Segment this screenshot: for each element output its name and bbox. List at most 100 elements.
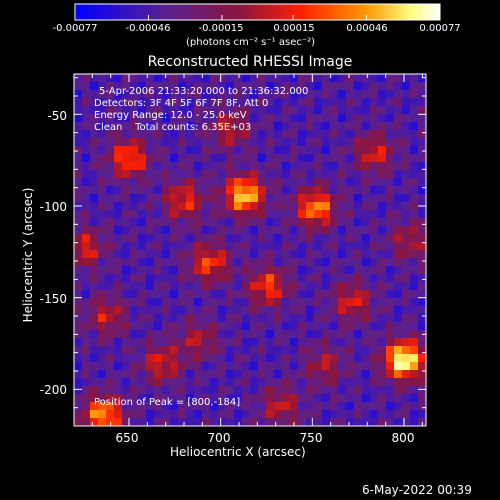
heatmap-cell [154, 298, 163, 307]
heatmap-cell [386, 226, 395, 235]
heatmap-cell [266, 258, 275, 267]
heatmap-cell [186, 82, 195, 91]
heatmap-cell [242, 114, 251, 123]
heatmap-cell [210, 218, 219, 227]
heatmap-cell [274, 98, 283, 107]
heatmap-cell [258, 122, 267, 131]
heatmap-cell [322, 386, 331, 395]
heatmap-cell [218, 330, 227, 339]
heatmap-cell [114, 362, 123, 371]
heatmap-cell [258, 314, 267, 323]
heatmap-cell [250, 234, 259, 243]
heatmap-cell [178, 194, 187, 203]
heatmap-cell [338, 98, 347, 107]
heatmap-cell [154, 154, 163, 163]
heatmap-cell [314, 146, 323, 155]
heatmap-cell [226, 242, 235, 251]
heatmap-cell [122, 266, 131, 275]
heatmap-cell [410, 130, 419, 139]
heatmap-cell [418, 298, 427, 307]
heatmap-cell [98, 394, 107, 403]
heatmap-cell [306, 346, 315, 355]
heatmap-cell [282, 162, 291, 171]
heatmap-cell [74, 298, 83, 307]
heatmap-cell [290, 338, 299, 347]
heatmap-cell [410, 418, 419, 427]
heatmap-cell [410, 202, 419, 211]
heatmap-cell [266, 114, 275, 123]
heatmap-cell [242, 210, 251, 219]
heatmap-cell [394, 410, 403, 419]
heatmap-cell [394, 418, 403, 427]
heatmap-cell [210, 266, 219, 275]
heatmap-cell [186, 122, 195, 131]
heatmap-cell [250, 122, 259, 131]
heatmap-cell [266, 346, 275, 355]
heatmap-cell [98, 226, 107, 235]
heatmap-cell [378, 90, 387, 99]
heatmap-cell [98, 378, 107, 387]
heatmap-cell [154, 418, 163, 427]
heatmap-cell [410, 154, 419, 163]
heatmap-cell [170, 74, 179, 83]
heatmap-cell [90, 386, 99, 395]
colorbar-tick-label: 0.00015 [273, 23, 315, 34]
heatmap-cell [250, 418, 259, 427]
heatmap-cell [82, 122, 91, 131]
heatmap-cell [178, 346, 187, 355]
heatmap-cell [242, 106, 251, 115]
heatmap-cell [266, 90, 275, 99]
heatmap-cell [98, 74, 107, 83]
heatmap-cell [90, 370, 99, 379]
heatmap-cell [114, 242, 123, 251]
heatmap-cell [202, 354, 211, 363]
heatmap-cell [378, 242, 387, 251]
heatmap-cell [98, 410, 107, 419]
heatmap-cell [266, 370, 275, 379]
heatmap-cell [362, 330, 371, 339]
heatmap-cell [298, 290, 307, 299]
heatmap-cell [130, 170, 139, 179]
heatmap-cell [386, 370, 395, 379]
heatmap-cell [354, 178, 363, 187]
heatmap-cell [410, 138, 419, 147]
heatmap-cell [226, 354, 235, 363]
heatmap-cell [266, 354, 275, 363]
heatmap-cell [74, 314, 83, 323]
heatmap-cell [306, 98, 315, 107]
heatmap-cell [210, 226, 219, 235]
heatmap-cell [410, 362, 419, 371]
heatmap-cell [306, 330, 315, 339]
heatmap-cell [146, 98, 155, 107]
heatmap-cell [178, 178, 187, 187]
heatmap-cell [370, 194, 379, 203]
heatmap-cell [202, 314, 211, 323]
heatmap-cell [98, 290, 107, 299]
heatmap-cell [138, 298, 147, 307]
heatmap-cell [194, 138, 203, 147]
heatmap-cell [402, 362, 411, 371]
heatmap-cell [386, 162, 395, 171]
heatmap-cell [130, 386, 139, 395]
heatmap-cell [234, 258, 243, 267]
heatmap-cell [370, 266, 379, 275]
heatmap-cell [234, 178, 243, 187]
heatmap-cell [266, 154, 275, 163]
heatmap-cell [274, 218, 283, 227]
heatmap-cell [402, 386, 411, 395]
heatmap-cell [242, 266, 251, 275]
heatmap-cell [98, 162, 107, 171]
heatmap-cell [314, 338, 323, 347]
heatmap-cell [362, 162, 371, 171]
heatmap-cell [346, 162, 355, 171]
heatmap-cell [146, 122, 155, 131]
heatmap-cell [202, 346, 211, 355]
heatmap-cell [74, 274, 83, 283]
heatmap-cell [162, 314, 171, 323]
heatmap-cell [202, 362, 211, 371]
plot-frame [73, 73, 427, 427]
heatmap-cell [130, 250, 139, 259]
heatmap-cell [258, 218, 267, 227]
heatmap-cell [306, 82, 315, 91]
heatmap-cell [410, 410, 419, 419]
